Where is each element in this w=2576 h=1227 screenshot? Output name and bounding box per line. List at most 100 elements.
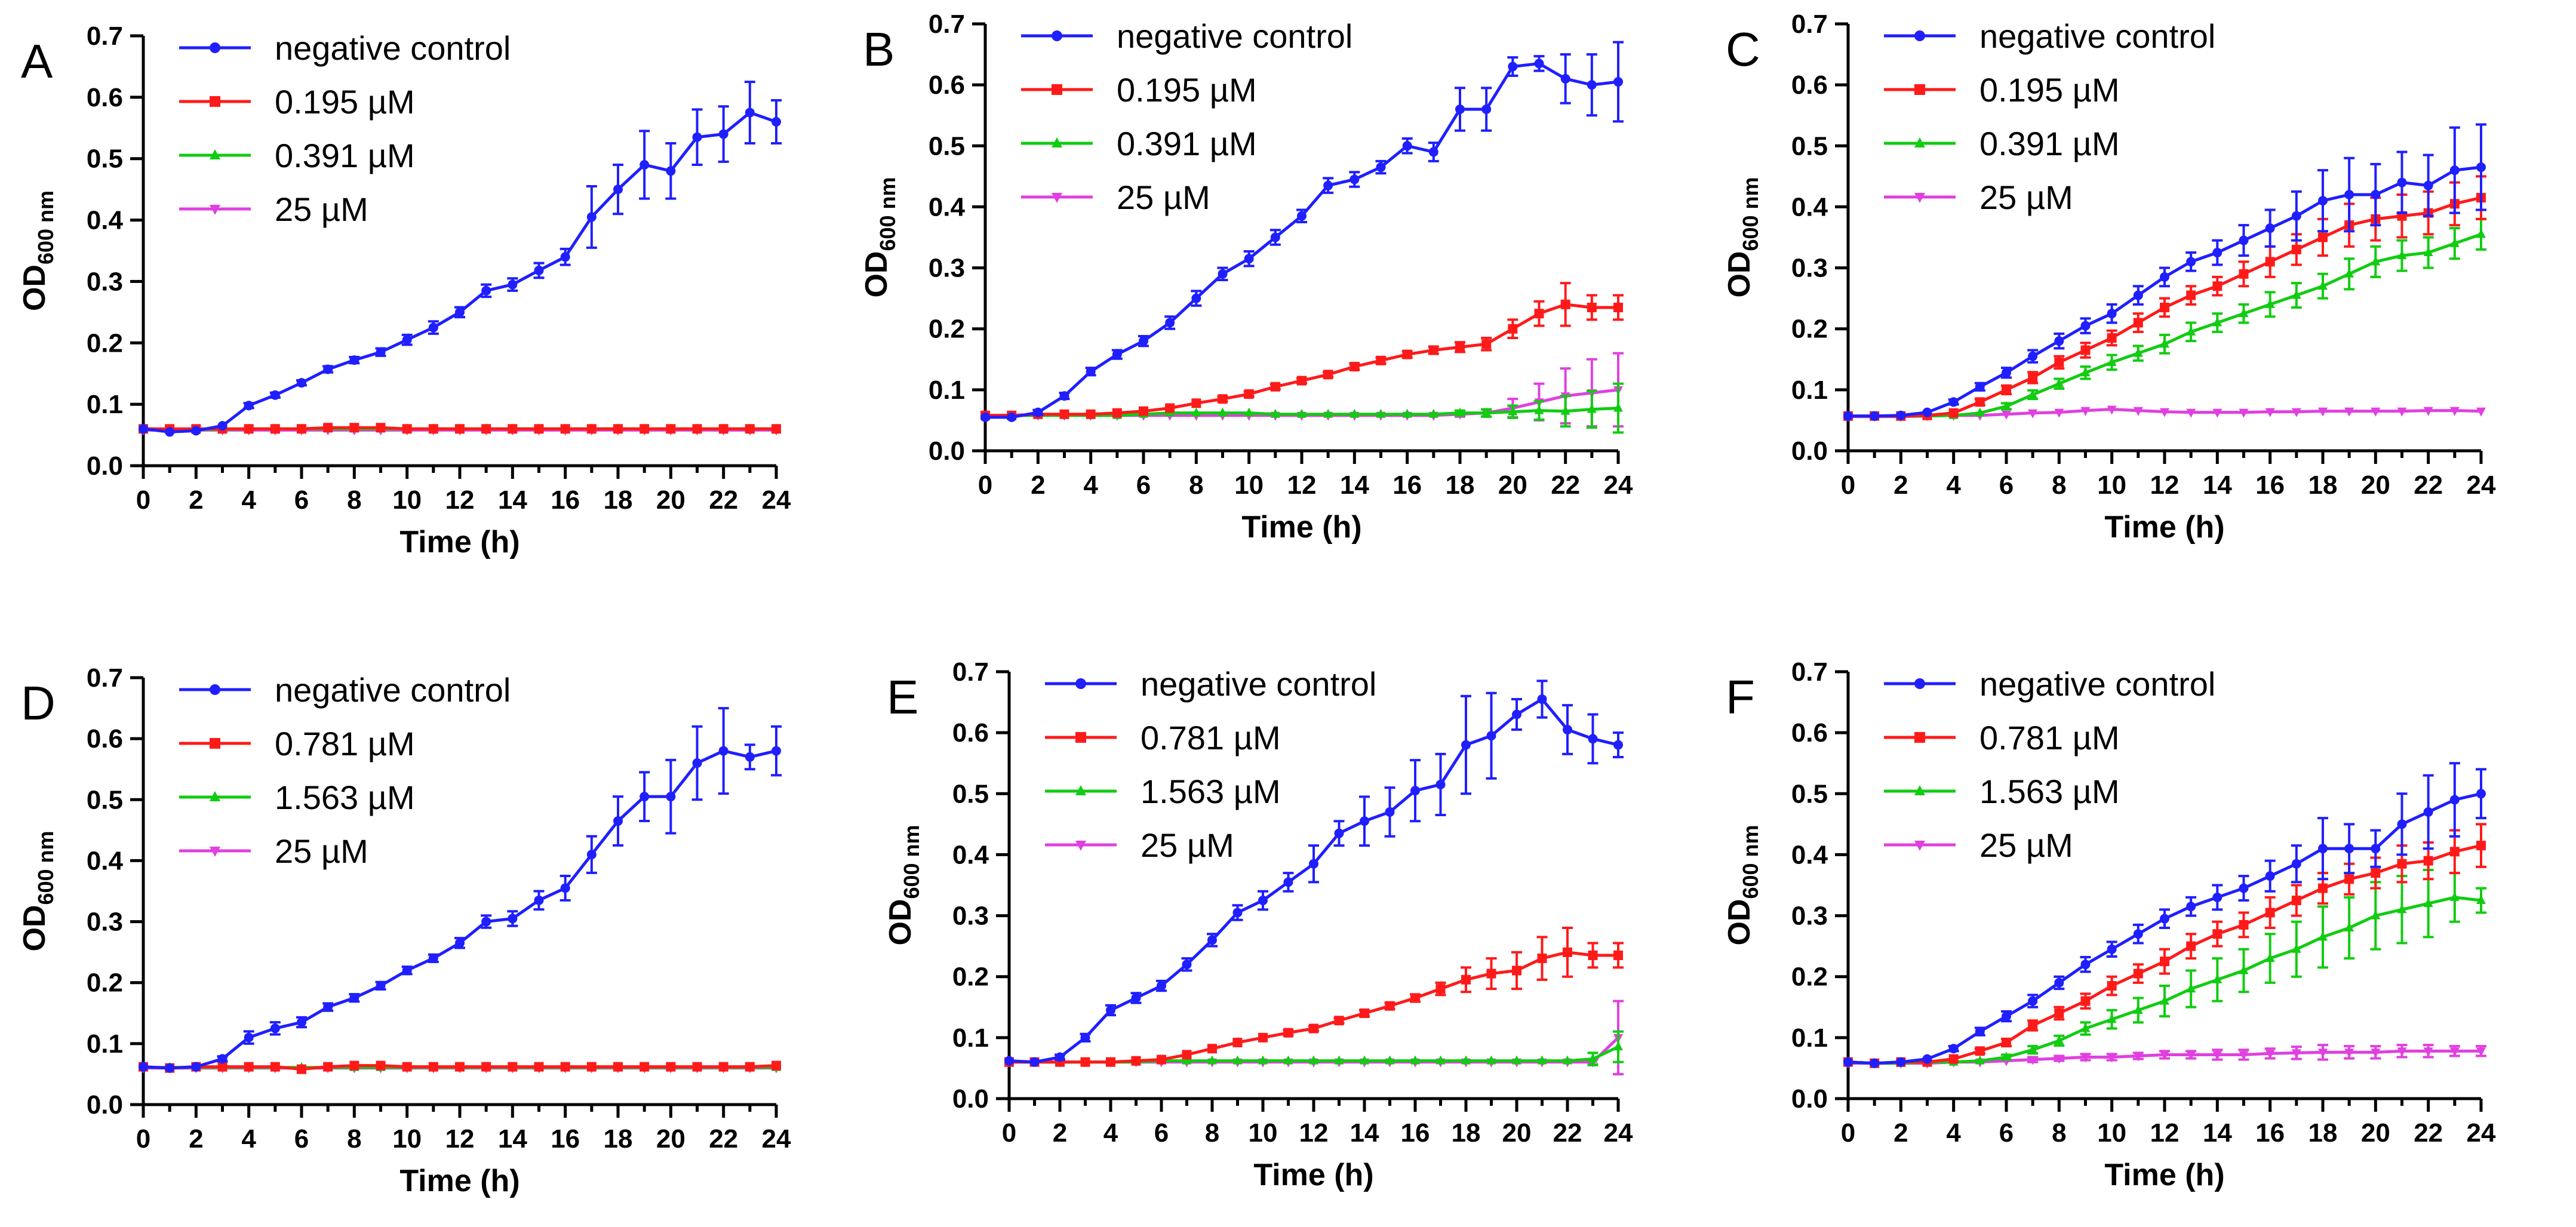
panel-d-point-0-781-m — [666, 1062, 676, 1072]
panel-f-point-negative-control — [2107, 944, 2117, 954]
panel-e-legend-label-negative-control: negative control — [1141, 665, 1376, 703]
panel-f-legend-label-25-m: 25 µM — [1979, 826, 2073, 864]
panel-e-point-1-563-m — [1258, 1055, 1268, 1065]
panel-b-point-0-391-m — [1402, 408, 1412, 418]
panel-b-point-0-391-m — [1244, 407, 1254, 417]
panel-e-series-negative-control — [1004, 679, 1624, 1067]
panel-e-legend-marker-0-781-m — [1075, 732, 1086, 743]
panel-d-legend-label-1-563-m: 1.563 µM — [275, 779, 415, 816]
panel-d-point-negative-control — [428, 953, 438, 963]
panel-f-point-1-563-m — [2344, 922, 2354, 931]
panel-a-point-0-195-m — [613, 424, 623, 434]
panel-b-x-tick-label: 4 — [1083, 470, 1098, 500]
panel-b-point-negative-control — [1560, 73, 1570, 84]
panel-a-point-negative-control — [244, 401, 254, 411]
panel-b-point-negative-control — [1376, 162, 1386, 173]
panel-f-point-negative-control — [1948, 1044, 1959, 1054]
panel-f-point-0-781-m — [2291, 896, 2301, 906]
panel-f-point-0-781-m — [2160, 957, 2169, 967]
panel-c-point-25-m — [2080, 407, 2091, 416]
panel-e-point-1-563-m — [1461, 1055, 1471, 1065]
panel-b-y-tick-label: 0.3 — [929, 254, 965, 283]
panel-f-x-tick-label: 18 — [2308, 1118, 2338, 1148]
panel-d-point-negative-control — [455, 938, 465, 948]
panel-b-point-negative-control — [1033, 407, 1043, 417]
panel-f-point-negative-control — [2239, 883, 2249, 893]
panel-b-point-0-195-m — [1270, 382, 1280, 392]
panel-e-x-tick-label: 16 — [1401, 1118, 1430, 1148]
panel-b-point-0-195-m — [1455, 342, 1465, 352]
panel-d-point-negative-control — [666, 792, 676, 802]
panel-e-letter: E — [887, 671, 918, 724]
panel-a-point-0-195-m — [323, 423, 333, 433]
panel-f-point-negative-control — [2449, 795, 2460, 805]
panel-b-legend-label-0-195-m: 0.195 µM — [1117, 71, 1257, 109]
panel-c-x-tick-label: 22 — [2414, 470, 2443, 500]
panel-a-point-0-195-m — [481, 424, 491, 434]
panel-b-point-0-195-m — [1323, 370, 1333, 380]
panel-b-point-negative-control — [1191, 293, 1201, 303]
panel-c-point-0-195-m — [2080, 345, 2091, 355]
panel-c-x-tick-label: 4 — [1946, 470, 1961, 500]
panel-b-y-tick-label: 0.0 — [929, 436, 965, 466]
panel-a-point-0-195-m — [376, 423, 386, 433]
panel-a-point-negative-control — [270, 390, 280, 400]
panel-a-point-negative-control — [376, 347, 386, 357]
panel-f-point-25-m — [2423, 1047, 2433, 1057]
panel-b-legend-label-negative-control: negative control — [1117, 17, 1352, 55]
panel-f-series-0-781-m — [1843, 823, 2486, 1068]
panel-f-point-1-563-m — [2160, 995, 2169, 1005]
panel-e-point-negative-control — [1334, 828, 1344, 838]
panel-c-point-negative-control — [2265, 223, 2275, 233]
panel-b-point-0-391-m — [1613, 402, 1623, 412]
panel-f-point-1-563-m — [2002, 1051, 2011, 1061]
panel-f-point-negative-control — [1870, 1058, 1880, 1068]
panel-e-x-tick-label: 4 — [1103, 1118, 1118, 1148]
panel-c-legend: negative control 0.195 µM 0.391 µM 25 µM — [1884, 17, 2215, 216]
panel-d-x-tick-label: 2 — [189, 1124, 203, 1154]
panel-e-point-negative-control — [1435, 779, 1446, 789]
panel-e-point-0-781-m — [1157, 1054, 1166, 1065]
panel-b-point-0-391-m — [1560, 405, 1570, 415]
panel-c-point-0-391-m — [2291, 290, 2301, 299]
panel-b: B0 2 4 6 8 10 12 14 16 18 20 22 240.00.10.20.30.40.5… — [859, 10, 1633, 545]
panel-f-point-negative-control — [2160, 914, 2169, 924]
panel-d-point-negative-control — [191, 1062, 201, 1072]
panel-d-x-tick-label: 12 — [445, 1124, 475, 1154]
panel-f-y-tick-label: 0.0 — [1791, 1084, 1828, 1114]
panel-b-x-tick-label: 24 — [1604, 470, 1633, 500]
panel-b-point-negative-control — [1534, 59, 1544, 69]
panel-c-legend-marker-0-195-m — [1914, 84, 1925, 95]
panel-d-letter: D — [21, 676, 56, 730]
panel-e-y-tick-label: 0.2 — [952, 962, 989, 992]
panel-a-point-negative-control — [455, 307, 465, 317]
panel-e-point-1-563-m — [1486, 1055, 1496, 1065]
panel-c-point-negative-control — [2449, 165, 2460, 176]
panel-f-legend-label-1-563-m: 1.563 µM — [1979, 773, 2120, 810]
panel-d-point-negative-control — [771, 746, 781, 756]
panel-d-point-negative-control — [640, 792, 650, 802]
panel-b-legend-marker-0-391-m — [1052, 137, 1062, 147]
panel-e-point-negative-control — [1360, 816, 1369, 826]
panel-d-point-0-781-m — [718, 1062, 728, 1072]
panel-d-x-tick-label: 6 — [294, 1124, 309, 1154]
panel-c-point-0-391-m — [2002, 401, 2011, 410]
panel-d-point-0-781-m — [244, 1062, 254, 1072]
panel-b-x-tick-label: 14 — [1340, 470, 1369, 500]
panel-d-x-axis-title: Time (h) — [399, 1164, 519, 1198]
panel-d-legend-label-25-m: 25 µM — [275, 832, 368, 870]
panel-b-point-0-391-m — [1323, 408, 1333, 418]
panel-c-point-negative-control — [2239, 235, 2249, 245]
panel-e-x-tick-label: 0 — [1002, 1118, 1016, 1148]
panel-b-legend-marker-0-195-m — [1052, 84, 1062, 95]
panel-e-point-1-563-m — [1334, 1055, 1344, 1065]
panel-b-x-tick-label: 10 — [1234, 470, 1264, 500]
panel-a-point-0-195-m — [745, 424, 755, 434]
panel-d-y-tick-label: 0.1 — [87, 1029, 123, 1059]
panel-e-point-1-563-m — [1385, 1055, 1395, 1065]
panel-b-point-negative-control — [1428, 147, 1438, 157]
panel-f-point-25-m — [2054, 1054, 2064, 1064]
panel-d-point-0-781-m — [376, 1060, 386, 1071]
panel-a-point-negative-control — [191, 426, 201, 436]
panel-a-point-negative-control — [217, 421, 228, 431]
